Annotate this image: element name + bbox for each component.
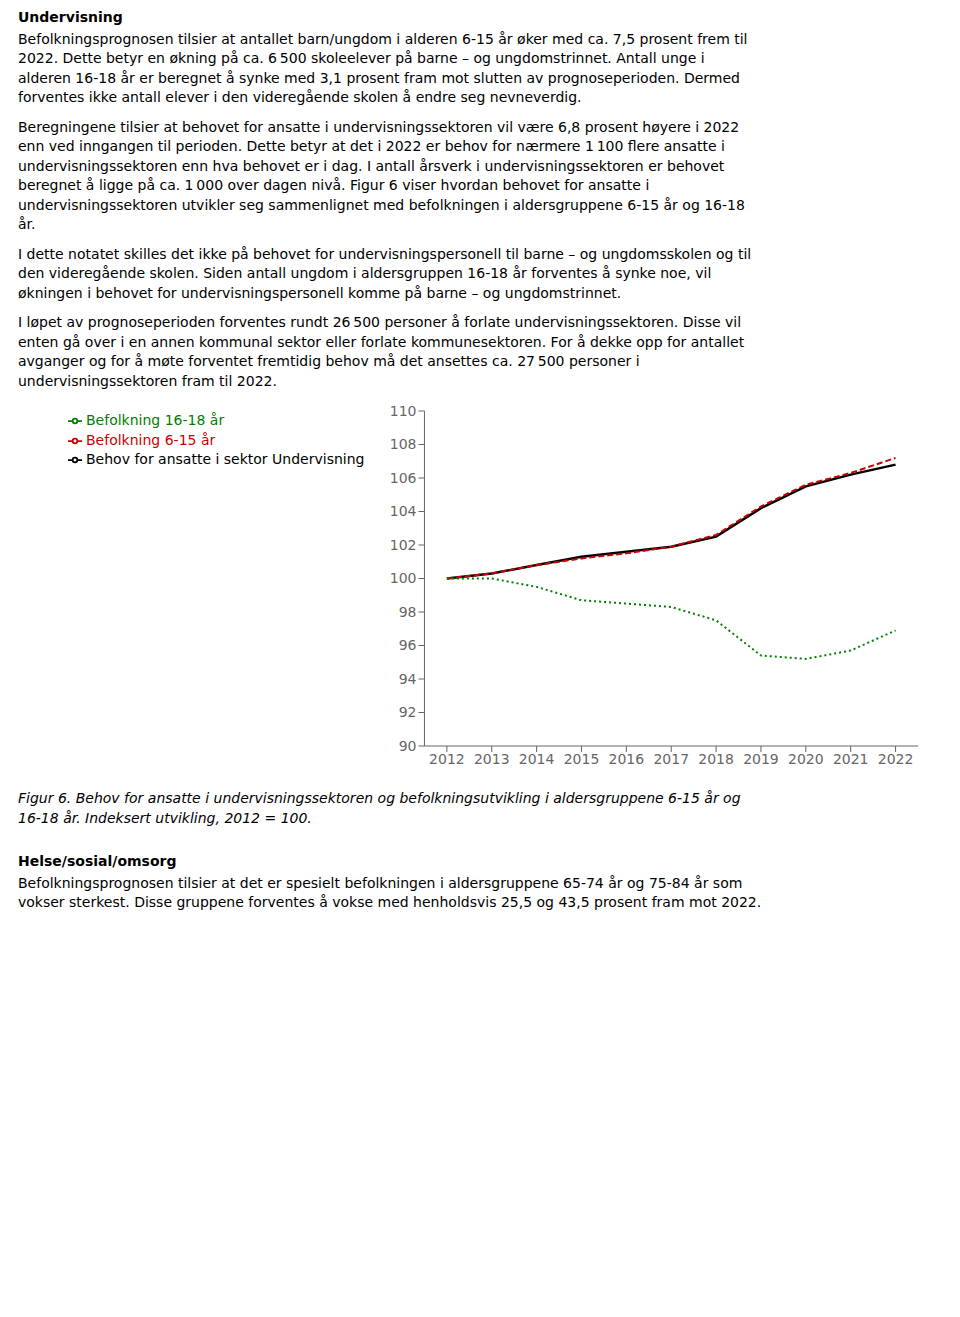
html-text:Undervisning: Undervisning: [18, 9, 123, 25]
svg-text:110: 110: [390, 403, 417, 419]
html-text:Behov for ansatte i sektor Und: Behov for ansatte i sektor Undervisning: [86, 451, 365, 467]
svg-text:2018: 2018: [698, 751, 734, 767]
html-text:Beregningene tilsier at behove: Beregningene tilsier at behovet for ansa…: [18, 118, 740, 135]
html-text:Befolkningsprognosen tilsier a: Befolkningsprognosen tilsier at antallet…: [18, 30, 748, 47]
svg-text:98: 98: [399, 604, 417, 620]
html-text:Befolkning 16-18 år: Befolkning 16-18 år: [86, 412, 225, 428]
html-text:2022. Dette betyr en økning på: 2022. Dette betyr en økning på ca. 6 500…: [18, 50, 705, 66]
html-text:I løpet av prognoseperioden fo: I løpet av prognoseperioden forventes ru…: [18, 314, 742, 330]
svg-text:2020: 2020: [788, 751, 824, 767]
html-text:beregnet å ligge på ca. 1 000: beregnet å ligge på ca. 1 000 over dagen…: [18, 177, 650, 193]
html-text:år.: år.: [18, 216, 36, 232]
html-text:Helse/sosial/omsorg: Helse/sosial/omsorg: [18, 853, 177, 869]
html-text:I dette notatet skilles det ik: I dette notatet skilles det ikke på beho…: [18, 245, 752, 262]
html-text:økningen i behovet for undervi: økningen i behovet for undervisningspers…: [18, 284, 622, 301]
html-text:Befolkning 6-15 år: Befolkning 6-15 år: [86, 431, 216, 448]
svg-text:2014: 2014: [519, 751, 555, 767]
svg-text:2017: 2017: [653, 751, 689, 767]
svg-text:90: 90: [399, 738, 417, 754]
svg-text:2013: 2013: [474, 751, 510, 767]
svg-text:2019: 2019: [743, 751, 779, 767]
svg-text:2016: 2016: [609, 751, 645, 767]
svg-text:2012: 2012: [429, 751, 465, 767]
html-text:Befolkningsprognosen tilsier a: Befolkningsprognosen tilsier at det er s…: [18, 874, 743, 891]
html-text:forventes ikke antall elever i: forventes ikke antall elever i den vider…: [18, 89, 582, 105]
svg-text:96: 96: [399, 637, 417, 653]
html-text:enn ved inngangen til perioden: enn ved inngangen til perioden. Dette be…: [18, 138, 725, 154]
svg-text:102: 102: [390, 537, 417, 553]
svg-text:94: 94: [399, 671, 417, 687]
html-text:16-18 år. Indeksert utvikling,: 16-18 år. Indeksert utvikling, 2012 = 10…: [18, 809, 312, 826]
svg-text:108: 108: [390, 436, 417, 452]
html-text:den videregående skolen. Siden: den videregående skolen. Siden antall un…: [18, 265, 712, 281]
html-text:Figur 6. Behov for ansatte i u: Figur 6. Behov for ansatte i undervisnin…: [18, 790, 741, 806]
html-text:undervisningssektoren utvikler: undervisningssektoren utvikler seg samme…: [18, 196, 745, 213]
svg-text:106: 106: [390, 470, 417, 486]
svg-text:2021: 2021: [833, 751, 869, 767]
html-text:alderen 16-18 år er beregnet å: alderen 16-18 år er beregnet å synke med…: [18, 69, 740, 86]
svg-text:92: 92: [399, 704, 417, 720]
svg-text:104: 104: [390, 503, 417, 519]
html-text:avganger og for å møte forvent: avganger og for å møte forventet fremtid…: [18, 353, 640, 369]
svg-text:2022: 2022: [878, 751, 914, 767]
svg-text:100: 100: [390, 570, 417, 586]
html-text:enten gå over i en annen kommu: enten gå over i en annen kommunal sektor…: [18, 333, 745, 350]
svg-text:2015: 2015: [564, 751, 600, 767]
html-text:undervisningssektoren fram til: undervisningssektoren fram til 2022.: [18, 372, 277, 389]
html-text:undervisningssektoren enn hva: undervisningssektoren enn hva behovet er…: [18, 157, 725, 174]
html-text:vokser sterkest. Disse gruppen: vokser sterkest. Disse gruppene forvente…: [18, 894, 762, 910]
